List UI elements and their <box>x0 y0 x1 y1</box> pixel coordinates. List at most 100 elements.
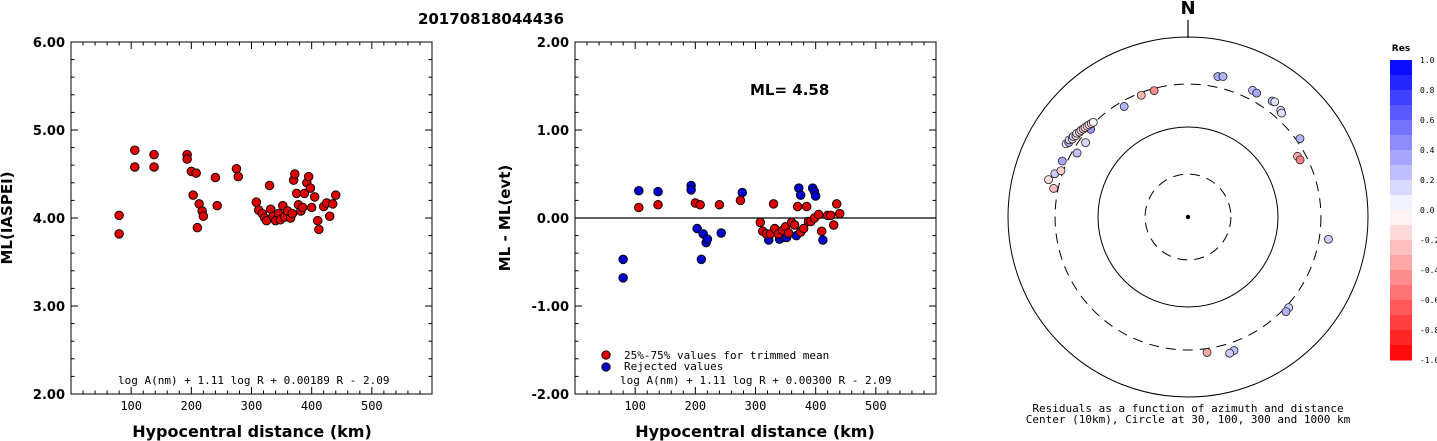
trimmed-point <box>816 226 827 236</box>
distance-ring-1000km <box>1007 36 1369 398</box>
station-residual-point <box>1270 97 1280 107</box>
data-point <box>330 190 341 200</box>
data-point <box>114 229 124 239</box>
data-point <box>192 222 203 233</box>
station-residual-point <box>1119 102 1129 111</box>
station-residual-point <box>1277 108 1286 118</box>
y-tick-label: 2.00 <box>33 388 65 403</box>
data-point <box>299 188 310 199</box>
data-point <box>231 163 242 174</box>
x-tick-label: 300 <box>241 399 263 413</box>
colorbar-cell <box>1390 210 1412 226</box>
legend-label-rejected: Rejected values <box>624 360 723 373</box>
colorbar-cell <box>1390 60 1412 76</box>
trimmed-point <box>768 199 779 209</box>
x-tick-label: 300 <box>745 399 767 413</box>
station-residual-point <box>1136 90 1146 100</box>
rejected-point <box>653 186 663 197</box>
x-tick-label: 200 <box>180 399 202 413</box>
rejected-point <box>692 223 702 234</box>
residual-distance-panel: 100 200 300 400 500 -2.00 -1.00 0.00 1.00 2.00 Hy… <box>496 36 937 441</box>
epicenter-dot <box>1185 214 1191 220</box>
colorbar-tick-label: -0.4 <box>1420 266 1437 275</box>
distance-ring-30km <box>1144 173 1232 261</box>
trimmed-point <box>735 195 746 206</box>
data-point <box>309 192 320 202</box>
y-tick-label: -1.00 <box>532 300 569 315</box>
station-residual-point <box>1252 88 1262 98</box>
plot-frame <box>70 41 433 395</box>
x-tick-label: 400 <box>301 399 323 413</box>
north-label: N <box>1180 0 1195 19</box>
trimmed-point <box>813 209 824 220</box>
trimmed-point <box>825 210 836 221</box>
station-residual-point <box>1295 134 1305 144</box>
colorbar-tick-label: 0.4 <box>1420 146 1435 155</box>
x-tick-label: 400 <box>805 399 827 413</box>
station-residual-point <box>1218 72 1228 81</box>
y-tick-label: 0.00 <box>537 212 569 227</box>
y-tick-label: 3.00 <box>33 300 65 315</box>
colorbar-title: Res <box>1392 44 1410 54</box>
colorbar-tick-label: 0.8 <box>1420 86 1435 95</box>
station-residual-point <box>1072 148 1082 158</box>
station-residual-point <box>1056 166 1066 176</box>
x-tick-label: 100 <box>624 399 646 413</box>
colorbar-cell <box>1390 240 1412 256</box>
rejected-point <box>818 235 828 245</box>
colorbar: 1.0 0.8 0.6 0.4 0.2 0.0 -0.2 -0.4 -0.6 -0.8 -1.0 <box>1390 56 1437 365</box>
data-point <box>305 183 316 193</box>
data-point <box>303 171 314 182</box>
data-point <box>306 202 317 213</box>
colorbar-cell <box>1390 75 1412 91</box>
trimmed-point <box>755 217 766 228</box>
colorbar-tick-label: -0.2 <box>1420 236 1437 245</box>
station-residual-point <box>1149 86 1159 96</box>
station-residual-point <box>1225 348 1235 358</box>
y-tick-label: 1.00 <box>537 124 569 139</box>
rejected-point <box>618 273 628 283</box>
distance-ring-100km <box>1097 126 1279 308</box>
colorbar-tick-label: 0.0 <box>1420 206 1435 215</box>
formula-text: log A(nm) + 1.11 log R + 0.00189 R - 2.0… <box>118 374 390 387</box>
x-tick-label: 500 <box>361 399 383 413</box>
colorbar-tick-label: 0.6 <box>1420 116 1435 125</box>
station-residual-point <box>1057 156 1067 166</box>
caption-line-2: Center (10km), Circle at 30, 100, 300 an… <box>1026 413 1351 426</box>
colorbar-tick-label: -0.6 <box>1420 296 1437 305</box>
y-tick-label: 5.00 <box>33 124 65 139</box>
legend-label-trimmed: 25%-75% values for trimmed mean <box>624 349 829 362</box>
trimmed-point <box>634 202 644 213</box>
rejected-point <box>634 185 644 196</box>
colorbar-cell <box>1390 225 1412 241</box>
x-axis-label: Hypocentral distance (km) <box>132 422 372 441</box>
data-point <box>264 180 275 191</box>
data-point <box>324 211 335 221</box>
data-point <box>312 215 323 226</box>
figure-title: 20170818044436 <box>418 10 564 28</box>
trimmed-point <box>801 201 812 212</box>
data-point <box>149 162 159 172</box>
x-tick-label: 100 <box>120 399 142 413</box>
x-tick-label: 200 <box>684 399 706 413</box>
colorbar-cell <box>1390 345 1412 361</box>
trimmed-point <box>653 200 663 210</box>
station-residual-point <box>1295 155 1305 165</box>
legend-marker-trimmed <box>601 350 611 360</box>
rejected-point <box>696 254 707 265</box>
data-point <box>149 149 159 160</box>
y-tick-label: 2.00 <box>537 36 569 51</box>
data-point <box>291 188 302 199</box>
data-point <box>114 210 124 221</box>
data-point <box>130 145 140 155</box>
colorbar-cell <box>1390 135 1412 151</box>
azimuth-residual-panel: N Residuals as a function of azimuth and… <box>1007 0 1437 426</box>
station-residual-point <box>1088 117 1098 127</box>
data-point <box>287 208 298 219</box>
distance-ring-300km <box>1054 83 1322 351</box>
legend-marker-rejected <box>601 362 611 372</box>
colorbar-tick-label: -1.0 <box>1420 356 1437 365</box>
rejected-point <box>795 190 806 200</box>
colorbar-tick-label: 0.2 <box>1420 176 1435 185</box>
magnitude-distance-panel: 100 200 300 400 500 2.00 3.00 4.00 5.00 6.00 Hypo… <box>0 36 433 441</box>
